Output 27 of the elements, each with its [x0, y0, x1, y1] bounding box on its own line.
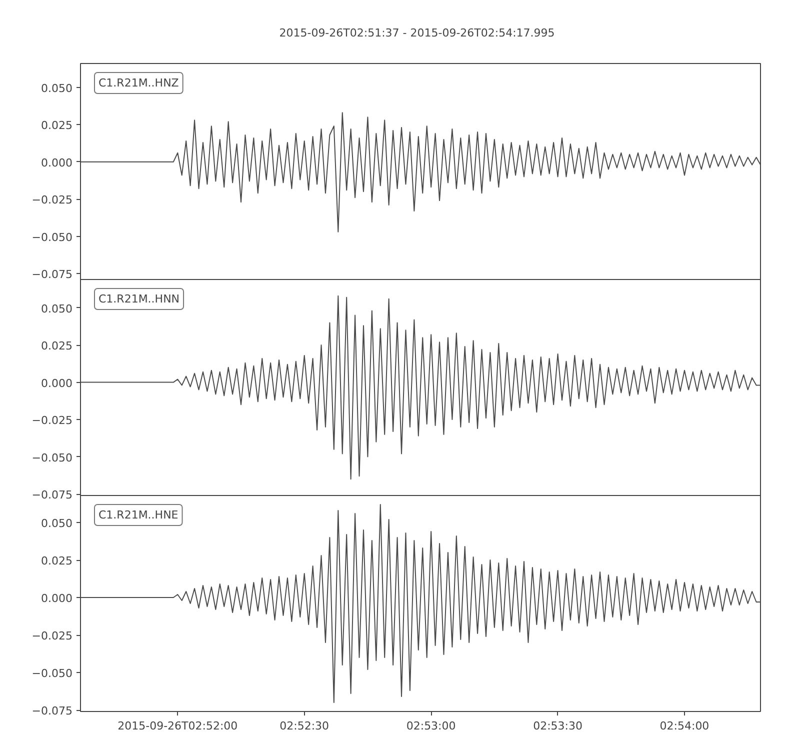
y-tick-label: 0.050	[41, 302, 73, 316]
y-tick-label: −0.025	[32, 194, 73, 207]
y-tick-label: 0.000	[41, 592, 73, 605]
y-tick-label: −0.025	[32, 630, 73, 642]
y-tick-label: −0.075	[32, 268, 73, 282]
y-tick-label: 0.025	[41, 340, 73, 353]
y-tick-label: 0.000	[41, 156, 73, 170]
y-tick-label: 0.000	[41, 376, 73, 390]
x-tick-label: 2015-09-26T02:52:00	[118, 720, 238, 732]
y-tick-label: −0.075	[32, 488, 73, 502]
x-tick-label: 02:53:00	[406, 720, 456, 732]
y-tick-label: 0.050	[41, 517, 73, 530]
annotation: C1.R21M..HNZ	[98, 76, 180, 90]
y-tick-label: 0.025	[41, 554, 73, 568]
x-tick-label: 02:53:30	[533, 720, 582, 732]
annotation: C1.R21M..HNE	[98, 508, 178, 522]
y-tick-label: 0.025	[41, 119, 73, 132]
x-tick-label: 02:54:00	[660, 720, 710, 732]
y-tick-label: 0.050	[41, 82, 73, 95]
chart-title: 2015-09-26T02:51:37 - 2015-09-26T02:54:17.995	[279, 26, 555, 40]
y-tick-label: −0.050	[32, 667, 73, 680]
y-tick-label: −0.050	[32, 451, 73, 464]
y-tick-label: −0.025	[32, 414, 73, 428]
y-tick-label: −0.075	[32, 704, 73, 718]
annotation: C1.R21M..HNN	[98, 292, 180, 306]
x-tick-label: 02:52:30	[280, 720, 330, 732]
y-tick-label: −0.050	[32, 230, 73, 244]
